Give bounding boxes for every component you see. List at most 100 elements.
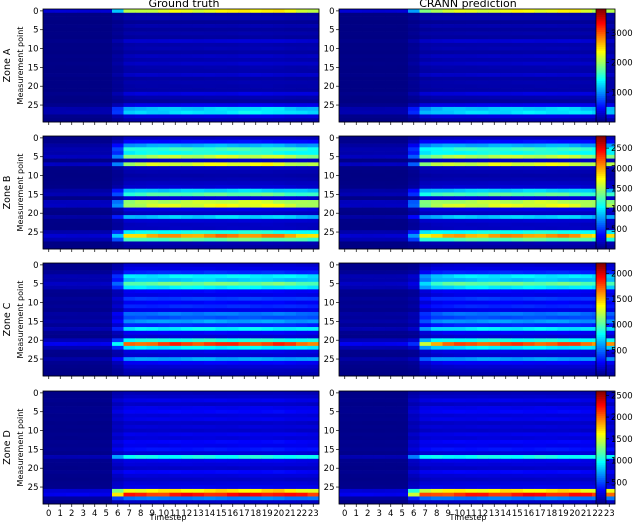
heatmap-cell xyxy=(307,270,320,275)
heatmap-cell xyxy=(396,338,409,343)
heatmap-cell xyxy=(350,207,363,212)
heatmap-cell xyxy=(534,222,547,227)
heatmap-cell xyxy=(511,118,524,123)
heatmap-cell xyxy=(339,342,351,347)
heatmap-cell xyxy=(158,95,170,100)
heatmap-cell xyxy=(204,24,216,29)
heatmap-cell xyxy=(408,327,420,332)
heatmap-cell xyxy=(238,293,251,298)
heatmap-cell xyxy=(89,308,101,313)
heatmap-cell xyxy=(181,158,193,163)
heatmap-cell xyxy=(227,270,239,275)
heatmap-cell xyxy=(396,357,409,362)
heatmap-cell xyxy=(465,293,478,298)
colorbar-swatch xyxy=(596,215,606,218)
heatmap-cell xyxy=(488,211,501,216)
heatmap-cell xyxy=(557,9,570,14)
heatmap-cell xyxy=(250,91,262,96)
heatmap-cell xyxy=(477,357,489,362)
heatmap-cell xyxy=(442,73,455,78)
heatmap-cell xyxy=(362,278,374,283)
heatmap-cell xyxy=(181,57,193,63)
heatmap-cell xyxy=(396,147,409,152)
heatmap-cell xyxy=(373,147,386,152)
heatmap-cell xyxy=(557,39,570,44)
heatmap-cell xyxy=(204,237,216,242)
heatmap-cell xyxy=(488,196,501,201)
colorbar-swatch xyxy=(596,207,606,210)
heatmap-cell xyxy=(273,342,285,347)
heatmap-cell xyxy=(43,27,55,32)
heatmap-cell xyxy=(385,65,397,70)
heatmap-cell xyxy=(580,118,593,123)
colorbar-swatch xyxy=(596,106,606,110)
heatmap-cell xyxy=(261,91,274,96)
heatmap-cell xyxy=(43,357,55,362)
heatmap-cell xyxy=(523,166,535,171)
heatmap-cell xyxy=(339,349,351,354)
heatmap-cell xyxy=(238,181,251,186)
heatmap-cell xyxy=(227,103,239,108)
heatmap-cell xyxy=(261,372,274,377)
heatmap-cell xyxy=(408,65,420,70)
heatmap-cell xyxy=(339,80,351,85)
heatmap-cell xyxy=(123,218,136,223)
heatmap-cell xyxy=(43,42,55,48)
heatmap-cell xyxy=(307,293,320,298)
heatmap-cell xyxy=(419,162,432,167)
heatmap-cell xyxy=(603,278,616,283)
heatmap-cell xyxy=(534,266,547,271)
heatmap-cell xyxy=(227,368,239,373)
heatmap-cell xyxy=(135,319,147,324)
heatmap-cell xyxy=(546,241,558,246)
colorbar-swatch xyxy=(596,14,606,17)
heatmap-cell xyxy=(339,57,351,63)
heatmap-cell xyxy=(227,349,239,354)
heatmap-cell xyxy=(362,151,374,156)
heatmap-cell xyxy=(284,226,297,231)
heatmap-cell xyxy=(511,31,524,36)
heatmap-cell xyxy=(408,50,420,55)
heatmap-cell xyxy=(454,54,466,59)
heatmap-cell xyxy=(238,76,251,81)
heatmap-cell xyxy=(66,200,78,205)
heatmap-cell xyxy=(296,334,308,339)
heatmap-cell xyxy=(396,311,409,317)
colorbar-swatch xyxy=(596,162,606,165)
heatmap-cell xyxy=(373,39,386,44)
heatmap-cell xyxy=(227,61,239,66)
heatmap-cell xyxy=(77,285,90,290)
heatmap-cell xyxy=(296,54,308,59)
heatmap-cell xyxy=(385,61,397,66)
heatmap-cell xyxy=(169,31,182,36)
heatmap-cell xyxy=(408,110,420,115)
heatmap-cell xyxy=(488,103,501,108)
heatmap-cell xyxy=(284,311,297,317)
heatmap-cell xyxy=(339,181,351,186)
heatmap-cell xyxy=(273,263,285,268)
heatmap-cell xyxy=(339,110,351,115)
heatmap-cell xyxy=(557,177,570,182)
heatmap-cell xyxy=(284,360,297,366)
heatmap-cell xyxy=(546,200,558,205)
heatmap-cell xyxy=(181,46,193,51)
heatmap-cell xyxy=(511,16,524,21)
heatmap-cell xyxy=(534,188,547,193)
heatmap-cell xyxy=(500,99,512,104)
heatmap-cell xyxy=(273,76,285,81)
heatmap-cell xyxy=(488,139,501,144)
heatmap-cell xyxy=(273,95,285,100)
heatmap-cell xyxy=(307,360,320,366)
heatmap-cell xyxy=(181,330,193,335)
heatmap-cell xyxy=(284,158,297,163)
heatmap-cell xyxy=(385,73,397,78)
heatmap-cell xyxy=(158,424,170,430)
heatmap-cell xyxy=(419,69,432,74)
heatmap-cell xyxy=(546,334,558,339)
heatmap-cell xyxy=(181,42,193,48)
heatmap-cell xyxy=(580,103,593,108)
heatmap-cell xyxy=(488,110,501,115)
heatmap-cell xyxy=(569,50,581,55)
heatmap-cell xyxy=(89,147,101,152)
